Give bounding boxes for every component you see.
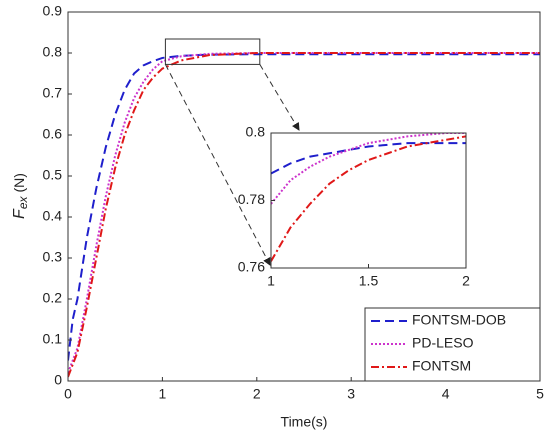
x-tick-label: 2: [462, 273, 470, 289]
y-label-subscript: ex: [16, 195, 30, 209]
y-label-symbol: F: [11, 208, 28, 219]
series-line: [271, 142, 466, 175]
x-tick-label: 5: [536, 386, 544, 402]
x-tick-label: 1.5: [359, 273, 379, 289]
x-tick-label: 0: [64, 386, 72, 402]
y-tick-label: 0.78: [238, 191, 265, 207]
legend-label: FONTSM: [412, 358, 471, 374]
series-line: [271, 135, 466, 262]
zoom-arrow: [259, 64, 300, 131]
legend-box: [364, 307, 541, 382]
y-tick-label: 0.5: [43, 167, 63, 183]
y-label-unit: (N): [11, 173, 27, 192]
y-tick-label: 0.9: [43, 3, 63, 19]
x-tick-label: 3: [347, 386, 355, 402]
y-tick-label: 0.8: [246, 124, 266, 140]
x-tick-label: 2: [253, 386, 261, 402]
x-tick-label: 1: [159, 386, 167, 402]
series-line: [68, 53, 540, 361]
zoom-box: [164, 38, 261, 65]
x-axis-label: Time(s): [281, 414, 328, 430]
legend-label: FONTSM-DOB: [412, 312, 506, 328]
y-tick-label: 0.8: [43, 44, 63, 60]
legend: FONTSM-DOB PD-LESO FONTSM: [364, 307, 541, 382]
legend-label: PD-LESO: [412, 335, 474, 351]
y-tick-label: 0: [54, 372, 62, 388]
axes-frame: [67, 11, 541, 382]
y-tick-label: 0.4: [43, 208, 63, 224]
y-tick-label: 0.2: [43, 290, 63, 306]
plot-area: [271, 133, 466, 268]
x-tick-label: 1: [267, 273, 275, 289]
y-tick-label: 0.7: [43, 85, 63, 101]
y-tick-label: 0.6: [43, 126, 63, 142]
y-tick-label: 0.3: [43, 249, 63, 265]
x-tick-label: 4: [442, 386, 450, 402]
y-tick-label: 0.1: [43, 331, 63, 347]
series-line: [271, 133, 466, 205]
y-tick-label: 0.76: [238, 259, 265, 275]
y-axis-label: Fex (N): [11, 173, 30, 219]
zoom-arrow: [164, 64, 271, 266]
series-line: [68, 52, 540, 378]
